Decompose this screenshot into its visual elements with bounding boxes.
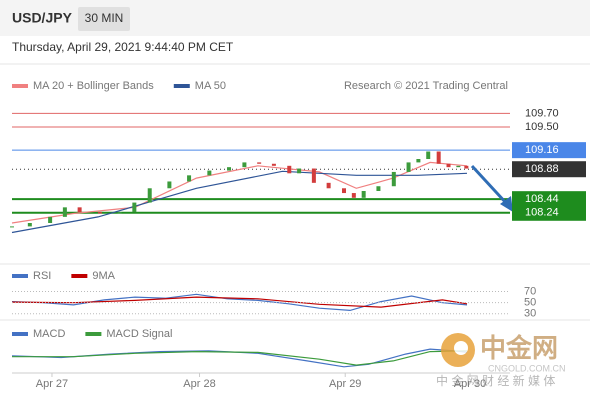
candle	[242, 162, 247, 168]
candle	[147, 188, 152, 203]
interval-button[interactable]	[78, 7, 130, 31]
level-box	[512, 191, 586, 208]
level-label: 109.50	[525, 121, 559, 133]
y-tick-label: 30	[524, 308, 536, 320]
candle	[436, 151, 441, 164]
legend-swatch	[85, 332, 102, 336]
candle	[97, 212, 102, 214]
y-tick-label: 70	[524, 285, 536, 297]
timestamp: Thursday, April 29, 2021 9:44:40 PM CET	[12, 40, 234, 54]
candle	[416, 159, 421, 163]
credit: Research © 2021 Trading Central	[344, 80, 508, 92]
legend-swatch	[12, 274, 28, 278]
legend-swatch	[71, 274, 88, 278]
level-label: 109.70	[525, 107, 559, 119]
watermark-domain: CNGOLD.COM.CN	[488, 363, 566, 373]
legend-swatch	[12, 84, 28, 88]
level-box	[512, 161, 586, 178]
level-box	[512, 142, 586, 159]
candle	[464, 165, 469, 169]
candle	[257, 162, 262, 164]
watermark: 中金网 CNGOLD.COM.CN 中 金 网 财 经 新 媒 体	[436, 333, 566, 388]
level-label: 108.44	[525, 193, 559, 205]
legend-label: MA 20 + Bollinger Bands	[33, 80, 154, 92]
candle	[117, 212, 122, 214]
legend-label: 9MA	[92, 270, 115, 282]
candle	[361, 191, 366, 198]
level-label: 108.24	[525, 207, 559, 219]
legend-label: MA 50	[195, 80, 226, 92]
watermark-brand: 中金网	[480, 333, 558, 363]
candle	[376, 186, 381, 191]
candle	[287, 165, 292, 174]
level-label: 109.16	[525, 144, 559, 156]
interval[interactable]: 30 MIN	[85, 11, 124, 25]
x-tick-label: Apr 29	[329, 378, 361, 390]
series-line	[12, 350, 468, 366]
level-box	[512, 204, 586, 221]
candle	[48, 216, 53, 223]
x-tick-label: Apr 27	[36, 378, 68, 390]
x-tick-label: Apr 28	[183, 378, 215, 390]
candle	[456, 165, 461, 168]
candle	[406, 162, 411, 172]
candle	[426, 151, 431, 159]
candle	[27, 223, 32, 227]
candle	[10, 226, 14, 228]
legend-label: RSI	[33, 270, 51, 282]
candle	[62, 207, 67, 217]
candle	[311, 168, 316, 183]
candle	[77, 207, 82, 213]
legend-label: MACD	[33, 328, 65, 340]
candle	[207, 170, 212, 176]
legend-label: MACD Signal	[106, 328, 172, 340]
watermark-tagline: 中 金 网 财 经 新 媒 体	[436, 373, 555, 388]
candle	[342, 188, 346, 194]
candle	[271, 163, 276, 166]
legend-swatch	[173, 84, 190, 88]
candle	[297, 168, 302, 174]
candle	[446, 163, 451, 168]
legend-swatch	[12, 332, 28, 336]
x-tick-label: Apr 30	[454, 378, 486, 390]
candle	[326, 182, 331, 189]
level-label: 108.88	[525, 163, 559, 175]
series-line	[11, 296, 468, 308]
forecast-arrow	[470, 164, 513, 212]
candle	[351, 193, 356, 198]
series-line	[11, 170, 468, 234]
candle	[167, 181, 172, 189]
candle	[187, 175, 192, 182]
candle	[227, 167, 232, 171]
candle	[132, 202, 137, 213]
symbol: USD/JPY	[12, 10, 73, 26]
candle	[391, 171, 396, 187]
series-line	[11, 161, 468, 224]
y-tick-label: 50	[524, 297, 536, 309]
